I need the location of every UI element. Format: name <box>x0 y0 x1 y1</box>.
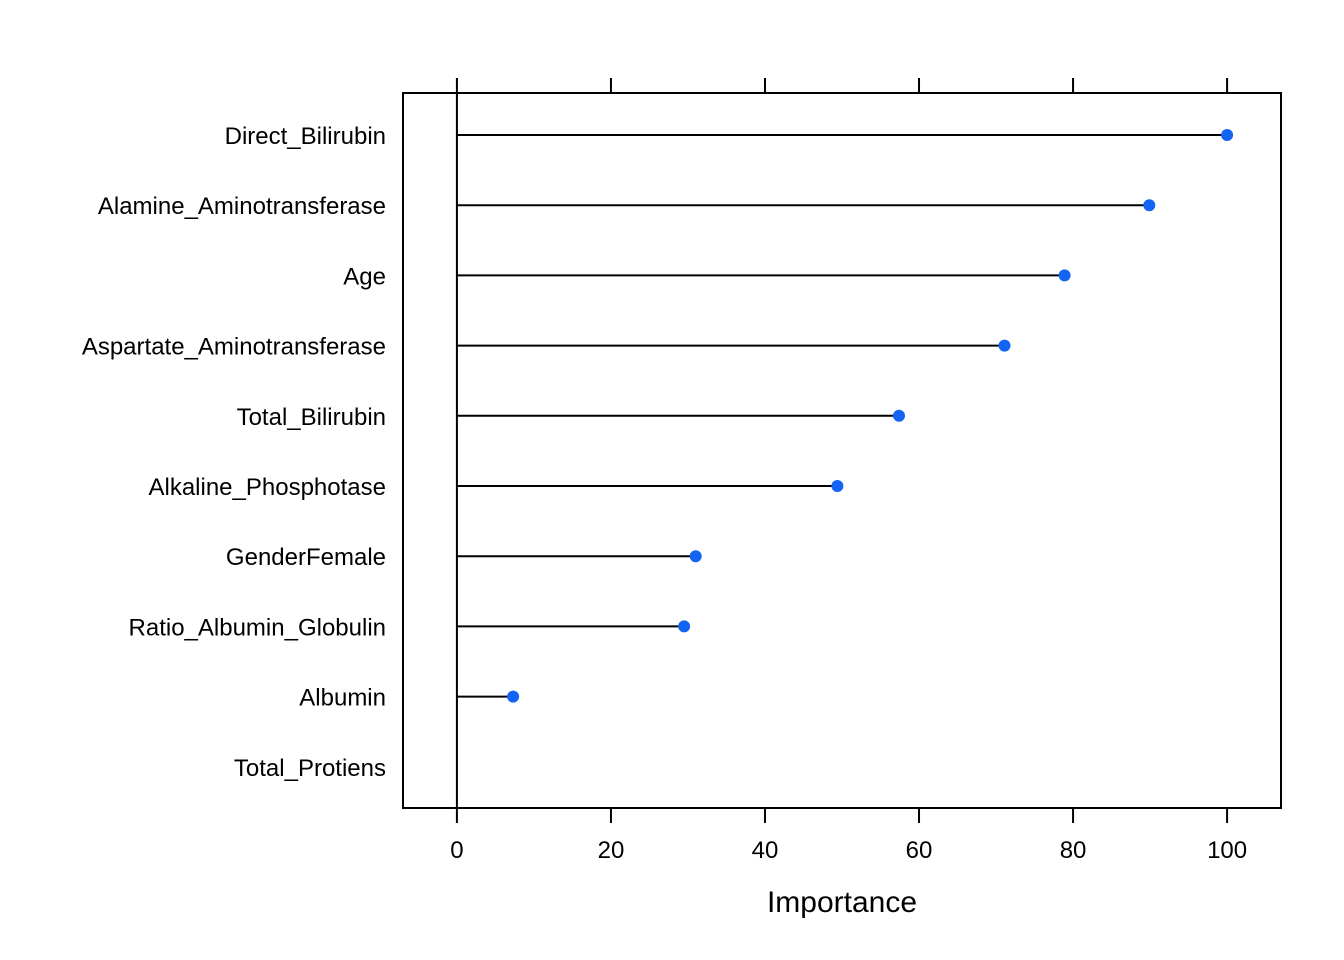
importance-point <box>892 409 905 422</box>
x-axis-title: Importance <box>767 886 917 919</box>
importance-point <box>689 550 702 563</box>
category-label: Albumin <box>299 685 386 712</box>
category-label: Alamine_Aminotransferase <box>98 193 386 220</box>
importance-point <box>1143 199 1156 212</box>
chart-marks <box>455 93 1234 808</box>
category-label: Alkaline_Phosphotase <box>148 474 386 501</box>
x-tick-label: 80 <box>1060 837 1087 864</box>
x-tick-label: 40 <box>752 837 779 864</box>
category-label: Total_Protiens <box>234 755 386 782</box>
category-label: Direct_Bilirubin <box>225 123 386 150</box>
x-tick-label: 100 <box>1207 837 1247 864</box>
category-labels: Direct_Bilirubin Alamine_Aminotransferase… <box>82 123 386 782</box>
importance-point <box>507 690 520 703</box>
x-tick-label: 0 <box>450 837 463 864</box>
category-label: Ratio_Albumin_Globulin <box>129 614 386 641</box>
importance-point <box>678 620 691 633</box>
plot-frame <box>402 92 1282 809</box>
axis-ticks: 0 20 40 60 80 100 <box>450 78 1247 864</box>
category-label: Age <box>343 263 386 290</box>
category-label: Aspartate_Aminotransferase <box>82 334 386 361</box>
importance-point <box>1058 269 1071 282</box>
importance-point <box>998 339 1011 352</box>
x-tick-label: 60 <box>906 837 933 864</box>
category-label: GenderFemale <box>226 544 386 571</box>
importance-point <box>1221 129 1234 141</box>
importance-point <box>831 480 844 492</box>
category-label: Total_Bilirubin <box>237 404 386 431</box>
x-tick-label: 20 <box>598 837 625 864</box>
